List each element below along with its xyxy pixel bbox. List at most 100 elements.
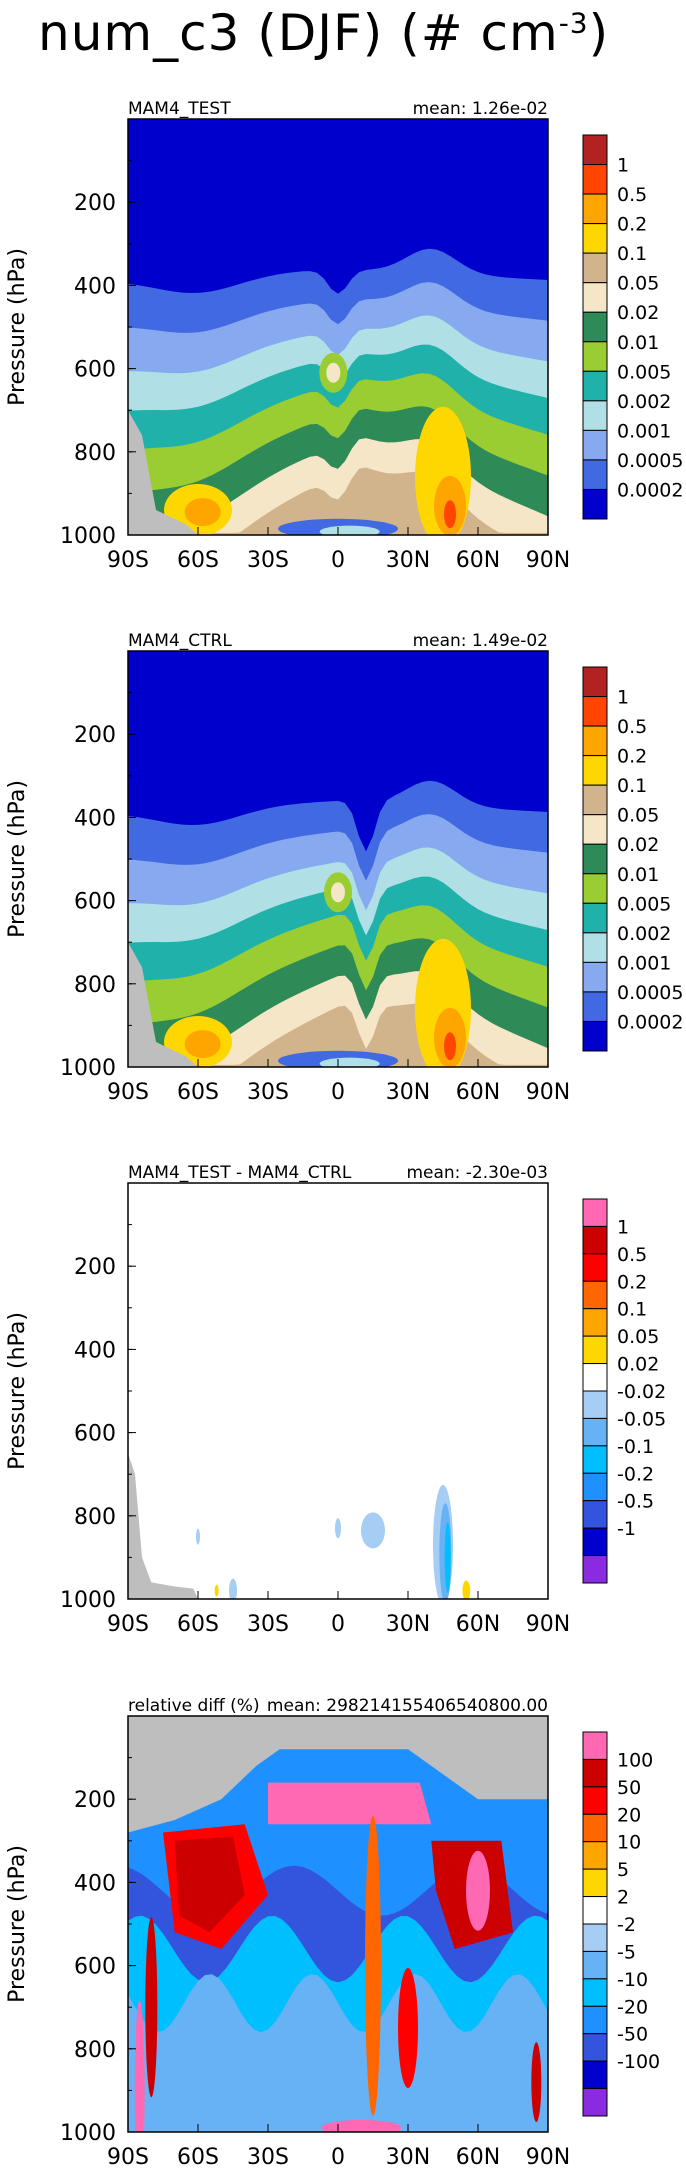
xtick-label: 90N — [526, 548, 570, 573]
xtick-label: 0 — [331, 2145, 345, 2170]
xtick-label: 60N — [456, 2145, 500, 2170]
colorbar-box — [582, 991, 608, 1022]
ytick-label: 400 — [74, 274, 116, 299]
contour-pos-0.02b — [214, 1584, 219, 1597]
ytick-label: 1000 — [60, 2121, 116, 2146]
ytick-label: 600 — [74, 890, 116, 915]
colorbar-label: 0.02 — [617, 1354, 659, 1376]
colorbar-box — [582, 193, 608, 225]
colorbar-label: -10 — [617, 1969, 648, 1991]
colorbar-label: 0.001 — [617, 420, 671, 442]
contour-pos-50 — [174, 1836, 245, 1933]
colorbar-box — [582, 341, 608, 372]
missing-data — [128, 410, 198, 535]
xtick-label: 60N — [456, 548, 500, 573]
xtick-label: 30N — [386, 548, 430, 573]
colorbar-label: 0.05 — [617, 273, 659, 295]
colorbar-box — [582, 1335, 608, 1365]
panel-mam4-test: MAM4_TEST mean: 1.26e-0220040060080010009… — [5, 99, 683, 573]
contour-pos-0.02 — [462, 1580, 471, 1599]
plot-field — [128, 651, 548, 1067]
ytick-label: 400 — [74, 1338, 116, 1363]
ytick-label: 600 — [74, 358, 116, 383]
xtick-label: 30S — [247, 2145, 289, 2170]
contour-pos-50d — [531, 2042, 542, 2123]
colorbar-box — [582, 1731, 608, 1760]
colorbar-box — [582, 696, 608, 727]
colorbar-box — [582, 1758, 608, 1788]
colorbar-box — [582, 2033, 608, 2062]
colorbar-box — [582, 1308, 608, 1337]
colorbar-label: 0.005 — [617, 893, 671, 915]
xtick-label: 60S — [177, 548, 219, 573]
colorbar-box — [582, 2088, 608, 2117]
colorbar-label: 10 — [617, 1832, 641, 1854]
ytick-label: 800 — [74, 973, 116, 998]
colorbar-box — [582, 1555, 608, 1584]
colorbar-box — [582, 1813, 608, 1843]
colorbar-label: 0.0005 — [617, 982, 683, 1004]
colorbar-label: 0.5 — [617, 1244, 647, 1266]
colorbar-box — [582, 1225, 608, 1255]
colorbar-box — [582, 488, 608, 520]
plot-field — [128, 1183, 548, 1599]
colorbar-label: 0.02 — [617, 302, 659, 324]
ytick-label: 600 — [74, 1422, 116, 1447]
ytick-label: 200 — [74, 191, 116, 216]
contour-neg-2 — [128, 1973, 548, 2132]
colorbar-box — [582, 164, 608, 195]
panel-title: relative diff (%) — [128, 1696, 260, 1716]
contour-neg-0.2 — [444, 1522, 451, 1593]
colorbar-label: 0.001 — [617, 952, 671, 974]
xtick-label: 90S — [107, 1080, 149, 1105]
colorbar-label: -0.5 — [617, 1491, 654, 1513]
figure-title-exponent: -3 — [558, 6, 589, 40]
colorbar-label: 0.1 — [617, 1299, 647, 1321]
contour-neg-0.05b — [335, 1518, 341, 1539]
colorbar-label: 2 — [617, 1887, 629, 1909]
colorbar-box — [582, 1923, 608, 1952]
colorbar-label: -5 — [617, 1941, 636, 1963]
contour-pos-100b — [466, 1850, 490, 1931]
colorbar-label: 50 — [617, 1777, 641, 1799]
panel-difference: MAM4_TEST - MAM4_CTRL mean: -2.30e-03 200 4… — [5, 1163, 666, 1637]
colorbar-box — [582, 400, 608, 431]
xtick-label: 30N — [386, 2145, 430, 2170]
colorbar-box — [582, 311, 608, 343]
colorbar-box — [582, 2060, 608, 2090]
colorbar-label: -0.1 — [617, 1436, 654, 1458]
colorbar-box — [582, 223, 608, 254]
xtick-label: 30N — [386, 1612, 430, 1637]
colorbar-label: -0.2 — [617, 1463, 654, 1485]
ytick-label: 1000 — [60, 1056, 116, 1081]
colorbar-label: -2 — [617, 1914, 636, 1936]
colorbar-box — [582, 252, 608, 284]
contour-neg-0.05c — [361, 1512, 385, 1549]
ytick-label: 400 — [74, 1871, 116, 1896]
panel-mean: mean: -2.30e-03 — [406, 1163, 548, 1183]
xtick-label: 90N — [526, 1612, 570, 1637]
contour-pos-100c — [134, 2000, 145, 2132]
colorbar-box — [582, 755, 608, 786]
panel-mean: mean: 1.26e-02 — [413, 99, 548, 119]
contour-neg-0.05 — [229, 1578, 237, 1599]
colorbar-label: 0.01 — [617, 332, 659, 354]
colorbar-label: 5 — [617, 1859, 629, 1881]
ytick-label: 600 — [74, 1955, 116, 1980]
colorbar-box — [582, 873, 608, 904]
xtick-label: 30N — [386, 1080, 430, 1105]
colorbar-label: 1 — [617, 687, 629, 709]
colorbar-label: 0.005 — [617, 361, 671, 383]
xtick-label: 90N — [526, 1080, 570, 1105]
xtick-label: 0 — [331, 548, 345, 573]
colorbar-box — [582, 843, 608, 875]
colorbar-box — [582, 1868, 608, 1898]
panel-relative-diff: relative diff (%) mean: 29821415540654080… — [5, 1696, 660, 2170]
xtick-label: 60N — [456, 1612, 500, 1637]
colorbar-label: 0.2 — [617, 746, 647, 768]
colorbar-box — [582, 1950, 608, 1980]
plot-field — [128, 119, 548, 535]
y-axis-label: Pressure (hPa) — [5, 1312, 30, 1470]
colorbar-box — [582, 784, 608, 816]
xtick-label: 0 — [331, 1080, 345, 1105]
